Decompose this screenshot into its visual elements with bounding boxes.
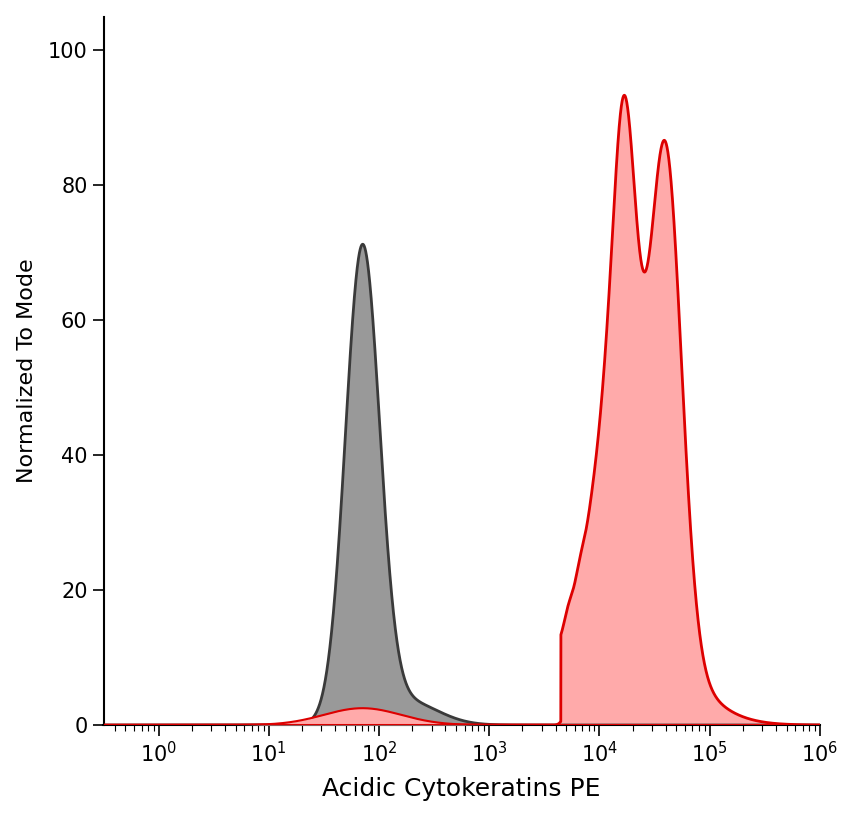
X-axis label: Acidic Cytokeratins PE: Acidic Cytokeratins PE	[322, 777, 601, 802]
Y-axis label: Normalized To Mode: Normalized To Mode	[16, 258, 37, 483]
